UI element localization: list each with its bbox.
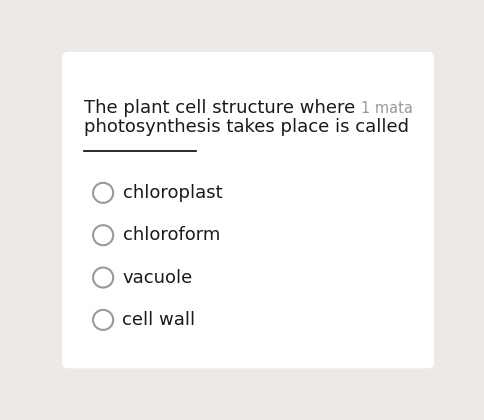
Text: photosynthesis takes place is called: photosynthesis takes place is called	[84, 118, 409, 136]
Text: cell wall: cell wall	[122, 311, 196, 329]
Text: The plant cell structure where: The plant cell structure where	[84, 99, 355, 117]
Text: chloroform: chloroform	[122, 226, 220, 244]
FancyBboxPatch shape	[62, 52, 434, 368]
Text: 1 mata: 1 mata	[361, 101, 413, 116]
Text: vacuole: vacuole	[122, 268, 193, 286]
Text: chloroplast: chloroplast	[122, 184, 222, 202]
